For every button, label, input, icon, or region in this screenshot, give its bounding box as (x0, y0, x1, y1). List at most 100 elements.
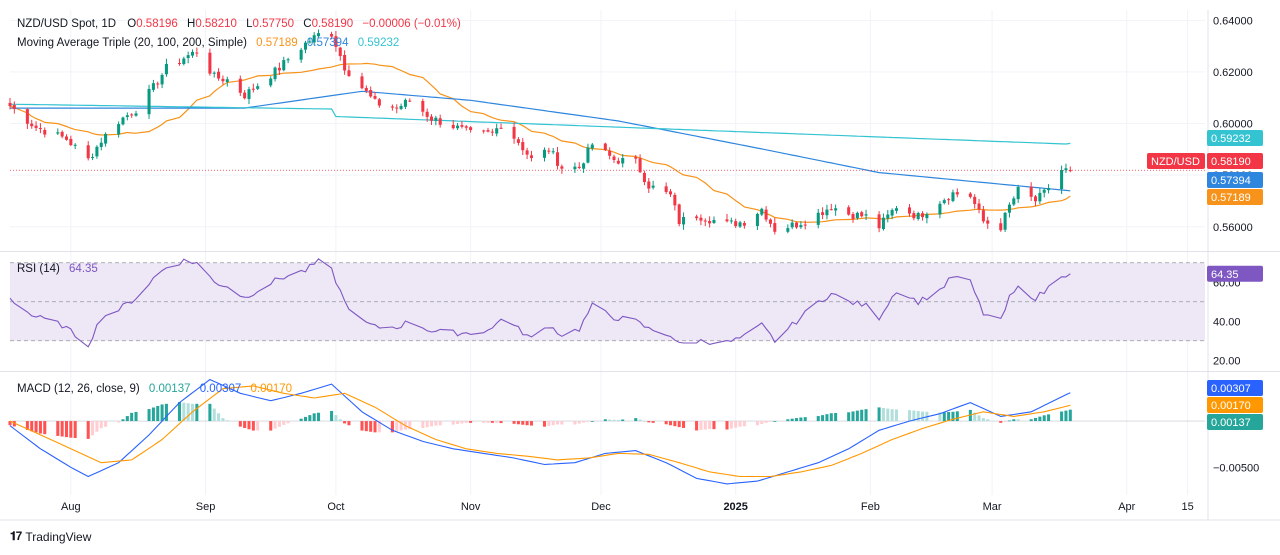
candle[interactable] (1047, 184, 1051, 194)
candle[interactable] (104, 132, 108, 147)
candle[interactable] (403, 98, 407, 110)
candle[interactable] (434, 115, 438, 126)
candle[interactable] (981, 206, 985, 224)
candle[interactable] (947, 198, 951, 205)
candle[interactable] (799, 221, 803, 229)
candle[interactable] (612, 154, 616, 163)
candle[interactable] (208, 48, 212, 76)
candle[interactable] (651, 180, 655, 190)
candle[interactable] (190, 49, 195, 58)
candle[interactable] (317, 29, 321, 38)
candle[interactable] (755, 212, 759, 230)
candle[interactable] (421, 98, 425, 117)
candle[interactable] (773, 217, 777, 235)
candle[interactable] (390, 104, 394, 111)
candle[interactable] (925, 212, 929, 224)
candle[interactable] (25, 108, 29, 130)
candle[interactable] (460, 121, 464, 129)
candle[interactable] (308, 38, 312, 44)
candle[interactable] (364, 85, 368, 94)
candle[interactable] (408, 98, 412, 103)
candle[interactable] (573, 162, 577, 173)
candle[interactable] (955, 188, 959, 198)
candle[interactable] (117, 121, 121, 138)
candle[interactable] (664, 182, 668, 195)
candle[interactable] (286, 57, 290, 64)
candle[interactable] (60, 130, 64, 139)
candle[interactable] (916, 211, 920, 221)
candle[interactable] (147, 84, 151, 119)
candle[interactable] (834, 204, 838, 216)
candle[interactable] (299, 47, 303, 63)
candle[interactable] (1060, 165, 1064, 195)
candle[interactable] (668, 188, 673, 197)
candle[interactable] (582, 162, 586, 173)
candle[interactable] (238, 75, 242, 97)
candle[interactable] (495, 123, 499, 137)
candle[interactable] (551, 148, 555, 155)
candle[interactable] (907, 204, 912, 217)
candle[interactable] (708, 216, 712, 228)
candle[interactable] (377, 97, 381, 108)
candle[interactable] (343, 50, 347, 75)
candle[interactable] (425, 108, 429, 122)
candle[interactable] (847, 205, 851, 216)
candle[interactable] (577, 162, 581, 170)
candle[interactable] (269, 76, 273, 88)
candle[interactable] (608, 147, 612, 160)
candle[interactable] (999, 218, 1003, 232)
candle[interactable] (1012, 196, 1016, 207)
candle[interactable] (682, 212, 686, 230)
candle[interactable] (225, 76, 229, 87)
candle[interactable] (742, 220, 746, 229)
candle[interactable] (347, 65, 351, 77)
candle[interactable] (586, 143, 590, 164)
candle[interactable] (399, 103, 403, 111)
candle[interactable] (121, 116, 125, 126)
candle[interactable] (938, 201, 942, 219)
candle[interactable] (764, 206, 768, 222)
candle[interactable] (164, 58, 168, 77)
candle[interactable] (521, 138, 525, 156)
candle[interactable] (986, 216, 990, 229)
candle[interactable] (182, 56, 186, 66)
candle[interactable] (894, 206, 898, 214)
candle[interactable] (768, 218, 772, 228)
candle[interactable] (851, 211, 855, 223)
candle[interactable] (816, 208, 820, 229)
candle[interactable] (703, 218, 707, 227)
candle[interactable] (864, 209, 868, 221)
candle[interactable] (38, 123, 42, 134)
candle[interactable] (942, 198, 946, 205)
candle[interactable] (912, 210, 916, 221)
candle[interactable] (160, 73, 164, 89)
candle[interactable] (43, 127, 47, 138)
candle[interactable] (1016, 184, 1020, 203)
candle[interactable] (590, 142, 594, 151)
candle[interactable] (734, 218, 738, 229)
candle[interactable] (134, 110, 138, 117)
candle[interactable] (12, 101, 16, 114)
candle[interactable] (673, 192, 677, 211)
candle[interactable] (151, 79, 155, 92)
candle[interactable] (221, 75, 225, 85)
candle[interactable] (91, 153, 95, 161)
candle[interactable] (251, 83, 255, 93)
candle[interactable] (973, 194, 977, 209)
candle[interactable] (1003, 211, 1007, 233)
candle[interactable] (247, 86, 251, 105)
candle[interactable] (886, 209, 890, 223)
candle[interactable] (282, 56, 286, 72)
candle[interactable] (456, 122, 460, 131)
candle[interactable] (968, 191, 972, 199)
candle[interactable] (638, 154, 642, 173)
candle[interactable] (556, 146, 560, 170)
candle[interactable] (790, 219, 794, 230)
candle[interactable] (369, 86, 373, 98)
candle[interactable] (256, 83, 260, 91)
candle[interactable] (1064, 163, 1068, 173)
candle[interactable] (786, 224, 790, 234)
tradingview-logo[interactable]: 𝟏7 TradingView (10, 529, 91, 544)
candle[interactable] (273, 66, 277, 82)
candle[interactable] (429, 114, 434, 125)
